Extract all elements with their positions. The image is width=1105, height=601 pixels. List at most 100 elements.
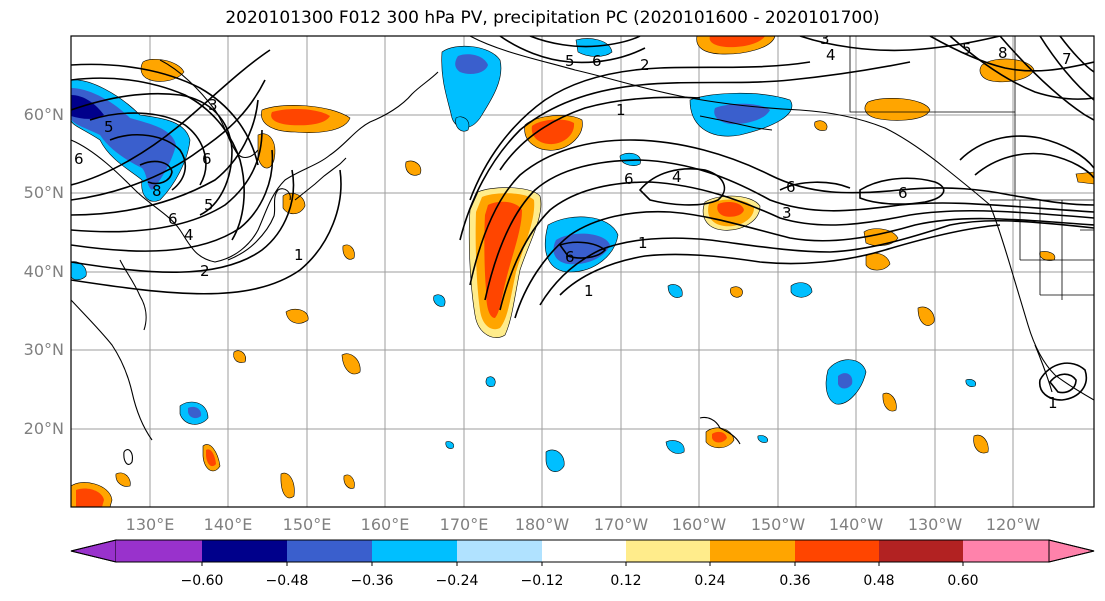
contour-label: 4	[826, 46, 836, 64]
coast-aleutians	[699, 115, 773, 131]
pv-contour-23	[499, 36, 646, 64]
precip-neg-cell-4	[667, 284, 683, 298]
lat-label-50n: 50°N	[23, 183, 64, 202]
coast-china	[71, 299, 153, 441]
pv-contour-25	[638, 168, 726, 206]
precip-pos-cell-6	[233, 350, 246, 363]
precip-neg-cell-2-blue	[838, 373, 853, 389]
precip-pos-east-cell-red	[717, 202, 744, 217]
colorbar-tick-label: 0.24	[694, 573, 726, 589]
precip-pos-japan-north-red	[271, 108, 330, 126]
precip-pos-cell-14	[973, 434, 989, 454]
colorbar-outline	[70, 539, 1095, 563]
precip-pos-cell-16	[405, 160, 422, 176]
contour-label: 8	[998, 44, 1008, 62]
colorbar-tick-label: −0.36	[350, 573, 394, 589]
lon-label-160w: 160°W	[671, 515, 727, 534]
precip-pos-cell-12	[280, 472, 295, 499]
contour-label: 3	[820, 30, 830, 48]
coast-hawaii	[699, 416, 741, 445]
pv-contour-5	[71, 149, 274, 252]
contour-label: 6	[786, 178, 796, 196]
contour-label: 7	[1062, 50, 1072, 68]
lon-label-120w: 120°W	[985, 515, 1041, 534]
pv-contour-13	[71, 63, 259, 166]
colorbar-bin-10	[879, 540, 963, 562]
pv-contour-1	[71, 49, 271, 186]
precip-pos-cell-7	[730, 286, 743, 298]
coast-kurils	[294, 157, 347, 201]
lat-label-40n: 40°N	[23, 262, 64, 281]
contour-label: 3	[208, 96, 218, 114]
precip-neg-cell-15	[757, 435, 768, 443]
precip-pos-gulf-ak	[864, 97, 931, 121]
pv-contour-16	[499, 181, 1094, 311]
pv-contour-17	[514, 210, 1094, 319]
lon-label-140w: 140°W	[828, 515, 884, 534]
colorbar-tick-label: 0.60	[947, 573, 979, 589]
precip-pos-cell-19	[814, 120, 828, 131]
pv-contour-31	[949, 36, 1094, 100]
coast-asia	[71, 71, 439, 263]
precip-neg-cell-10	[485, 376, 496, 387]
colorbar-bin-6	[542, 540, 626, 562]
contour-label: 5	[204, 196, 214, 214]
lat-label-30n: 30°N	[23, 340, 64, 359]
precip-pos-cell-8	[917, 306, 935, 326]
coast-alaska	[469, 36, 991, 206]
precip-pos-central-band-red	[484, 201, 522, 318]
lon-label-130w: 130°W	[907, 515, 963, 534]
pv-contour-26	[779, 181, 851, 191]
pv-contour-6	[71, 169, 295, 274]
lon-label-180w: 180°W	[514, 515, 570, 534]
colorbar-bin-3	[287, 540, 372, 562]
precip-neg-cell-7	[665, 440, 685, 454]
pv-contour-12	[71, 77, 245, 241]
map-frame	[70, 35, 1095, 508]
pv-contour-28	[558, 241, 607, 259]
precip-neg-cell-5	[433, 294, 446, 307]
pv-contour-33	[1039, 36, 1094, 101]
boundary-canada-provinces	[940, 36, 1016, 200]
colorbar-tick-label: −0.24	[435, 573, 479, 589]
precip-pos-cell-11-red	[206, 449, 216, 467]
colorbar-bin-8	[710, 540, 795, 562]
pv-contour-8	[71, 92, 233, 216]
pv-contour-22	[499, 96, 701, 171]
pv-contour-7	[71, 169, 342, 295]
colorbar-bin-9	[795, 540, 879, 562]
lon-label-150e: 150°E	[282, 515, 332, 534]
precip-pos-cell-sw-red	[76, 488, 104, 507]
precip-neg-cell-14	[445, 441, 455, 449]
pv-contour-10	[109, 134, 187, 191]
precip-pos-hokkaido	[282, 193, 306, 215]
boundary-us-states	[1019, 200, 1094, 300]
lon-label-140e: 140°E	[203, 515, 253, 534]
coast-na-west	[989, 204, 1094, 401]
contour-label: 4	[672, 168, 682, 186]
contour-label: 5	[565, 52, 575, 70]
colorbar-tick-label: 0.48	[863, 573, 895, 589]
lat-label-60n: 60°N	[23, 105, 64, 124]
contour-label: 3	[782, 204, 792, 222]
contour-label: 6	[202, 150, 212, 168]
precip-neg-cell-3	[790, 282, 813, 298]
precip-pos-cell-3	[342, 244, 355, 260]
coast-japan	[227, 188, 291, 261]
pv-contour-2	[71, 79, 266, 201]
precip-neg-cell-13	[965, 379, 976, 387]
contour-label: 2	[640, 56, 650, 74]
contour-labels: 3 5 6 8 6 5 4 2 1 6 5 6 1 6 4 6 3 1 4 3 …	[74, 30, 1072, 412]
lat-label-20n: 20°N	[23, 419, 64, 438]
pv-contour-3	[71, 99, 259, 216]
coastlines	[71, 36, 1094, 465]
pv-contour-27	[859, 177, 945, 205]
contour-label: 4	[184, 226, 194, 244]
contour-label: 6	[565, 248, 575, 266]
colorbar-tick-label: −0.48	[265, 573, 309, 589]
precip-neg-aleutian-center-blue	[714, 103, 770, 125]
pv-contour-30	[929, 36, 1094, 72]
pv-contour-18	[539, 219, 1094, 306]
contour-label: 1	[1048, 394, 1058, 412]
precip-pos-cell-9	[882, 392, 897, 412]
